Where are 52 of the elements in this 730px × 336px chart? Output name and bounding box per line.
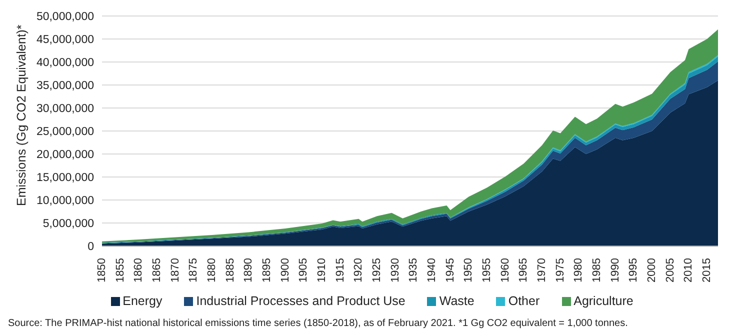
x-tick-label: 1990 (609, 258, 622, 282)
x-tick-label: 2005 (664, 258, 676, 282)
x-tick-label: 1850 (96, 258, 108, 282)
y-tick-label: 25,000,000 (36, 126, 94, 138)
x-tick-label: 1895 (261, 258, 273, 282)
source-note: Source: The PRIMAP-hist national historical emissions time series (1850-2018), as of February 2021. *1 Gg CO2 equivalent = 1,000 tonnes. (8, 318, 629, 329)
y-tick-label: 30,000,000 (36, 103, 94, 116)
x-tick-label: 1920 (352, 258, 365, 282)
x-tick-label: 1975 (554, 258, 566, 282)
x-tick-label: 1890 (242, 258, 255, 282)
y-tick-label: 10,000,000 (36, 195, 94, 208)
x-tick-label: 1910 (316, 258, 328, 282)
y-tick-label: 15,000,000 (36, 172, 94, 184)
legend-label: Energy (122, 294, 162, 308)
legend-label: Other (507, 294, 540, 308)
x-tick-label: 1885 (224, 258, 236, 282)
x-tick-label: 1930 (389, 258, 402, 282)
x-tick-label: 1950 (462, 258, 475, 282)
x-tick-label: 1965 (518, 258, 530, 282)
x-tick-label: 1905 (298, 258, 310, 282)
x-tick-label: 1995 (628, 258, 640, 282)
y-axis-title: Emissions (Gg CO2 Equivalent)* (14, 24, 28, 206)
legend-label: Industrial Processes and Product Use (195, 294, 406, 308)
x-tick-label: 1970 (536, 258, 548, 282)
x-tick-label: 1915 (334, 258, 346, 282)
x-tick-label: 1960 (499, 258, 512, 282)
x-tick-label: 2000 (646, 258, 658, 282)
y-tick-label: 40,000,000 (36, 57, 94, 70)
x-tick-label: 2015 (701, 258, 713, 282)
x-tick-label: 2010 (682, 258, 695, 282)
y-tick-label: 20,000,000 (36, 149, 94, 162)
y-tick-label: 5,000,000 (42, 218, 94, 230)
x-tick-label: 1860 (132, 258, 145, 282)
x-tick-label: 1865 (151, 258, 163, 282)
x-tick-label: 1955 (481, 258, 493, 282)
y-tick-label: 50,000,000 (36, 11, 94, 24)
x-tick-label: 1870 (169, 258, 182, 282)
y-tick-label: 35,000,000 (36, 80, 94, 92)
x-tick-label: 1875 (188, 258, 200, 282)
x-tick-label: 1935 (408, 258, 420, 282)
x-tick-label: 1880 (206, 258, 218, 282)
x-tick-label: 1940 (426, 258, 438, 282)
legend-label: Agriculture (572, 294, 634, 308)
x-tick-label: 1925 (371, 258, 383, 282)
x-tick-label: 1985 (591, 258, 603, 282)
x-tick-label: 1900 (279, 258, 292, 282)
x-tick-label: 1980 (572, 258, 585, 282)
y-tick-label: 45,000,000 (36, 34, 94, 46)
legend-label: Waste (438, 294, 474, 308)
x-tick-label: 1855 (114, 258, 126, 282)
x-tick-label: 1945 (444, 258, 456, 282)
y-tick-label: 0 (88, 241, 94, 254)
